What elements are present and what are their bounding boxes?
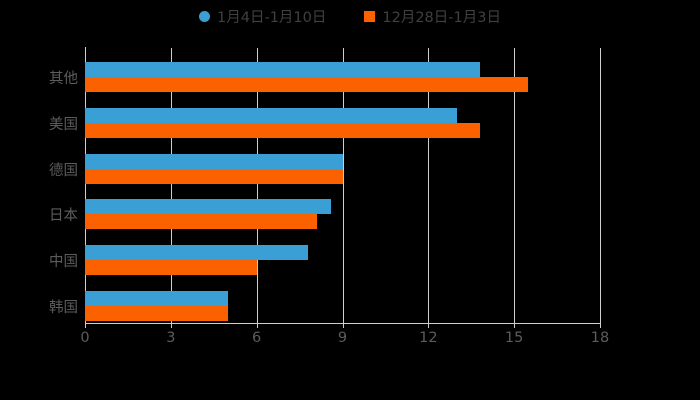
x-tick-label: 9 bbox=[337, 330, 348, 346]
bar-1-1[interactable] bbox=[85, 122, 480, 138]
bar-1-3[interactable] bbox=[85, 214, 317, 230]
x-tick-label: 6 bbox=[252, 330, 262, 346]
bar-0-3[interactable] bbox=[85, 199, 332, 215]
bar-0-1[interactable] bbox=[85, 107, 457, 123]
plot-area bbox=[85, 48, 601, 323]
bar-0-4[interactable] bbox=[85, 245, 309, 261]
bar-1-5[interactable] bbox=[85, 306, 229, 322]
x-tick-label: 15 bbox=[504, 330, 524, 346]
bar-0-5[interactable] bbox=[85, 291, 229, 307]
y-axis-label-0: 其他 bbox=[49, 70, 78, 87]
gridline bbox=[514, 48, 516, 323]
y-axis-label-3: 日本 bbox=[49, 208, 78, 225]
y-axis-label-4: 中国 bbox=[49, 254, 78, 271]
x-tick-mark bbox=[428, 323, 430, 328]
legend-label-series-0: 1月4日-1月10日 bbox=[217, 9, 327, 26]
x-tick-label: 12 bbox=[419, 330, 438, 346]
x-tick-label: 18 bbox=[590, 330, 610, 346]
bar-0-0[interactable] bbox=[85, 61, 480, 77]
x-tick-label: 3 bbox=[166, 330, 176, 346]
legend-item-series-0[interactable]: 1月4日-1月10日 bbox=[199, 6, 326, 27]
legend-label-series-1: 12月28日-1月3日 bbox=[382, 9, 501, 26]
y-axis-category-labels: 其他美国德国日本中国韩国 bbox=[0, 48, 78, 323]
x-tick-mark bbox=[600, 323, 601, 328]
gridline bbox=[256, 48, 258, 323]
x-tick-mark bbox=[170, 323, 172, 328]
x-tick-mark bbox=[342, 323, 344, 328]
gridline bbox=[170, 48, 172, 323]
chart-legend: 1月4日-1月10日 12月28日-1月3日 bbox=[0, 4, 700, 28]
gridline bbox=[342, 48, 344, 323]
legend-item-series-1[interactable]: 12月28日-1月3日 bbox=[364, 6, 501, 27]
gridline bbox=[428, 48, 430, 323]
legend-marker-circle-icon bbox=[199, 10, 211, 22]
bar-1-4[interactable] bbox=[85, 260, 257, 276]
x-tick-label: 0 bbox=[80, 330, 90, 346]
y-axis-label-1: 美国 bbox=[49, 116, 78, 133]
bar-1-0[interactable] bbox=[85, 76, 529, 92]
bar-0-2[interactable] bbox=[85, 153, 343, 169]
y-axis-label-5: 韩国 bbox=[49, 300, 78, 317]
y-axis-label-2: 德国 bbox=[49, 162, 78, 179]
x-tick-mark bbox=[514, 323, 516, 328]
x-tick-mark bbox=[256, 323, 258, 328]
x-tick-mark bbox=[85, 323, 86, 328]
legend-marker-square-icon bbox=[364, 10, 376, 22]
bar-1-2[interactable] bbox=[85, 168, 343, 184]
gridline bbox=[600, 48, 601, 323]
y-axis-line bbox=[85, 47, 86, 324]
